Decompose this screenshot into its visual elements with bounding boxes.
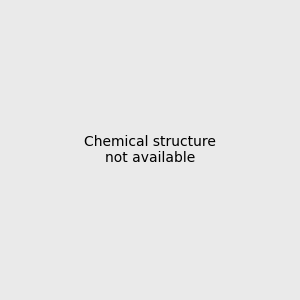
Text: Chemical structure
not available: Chemical structure not available bbox=[84, 135, 216, 165]
